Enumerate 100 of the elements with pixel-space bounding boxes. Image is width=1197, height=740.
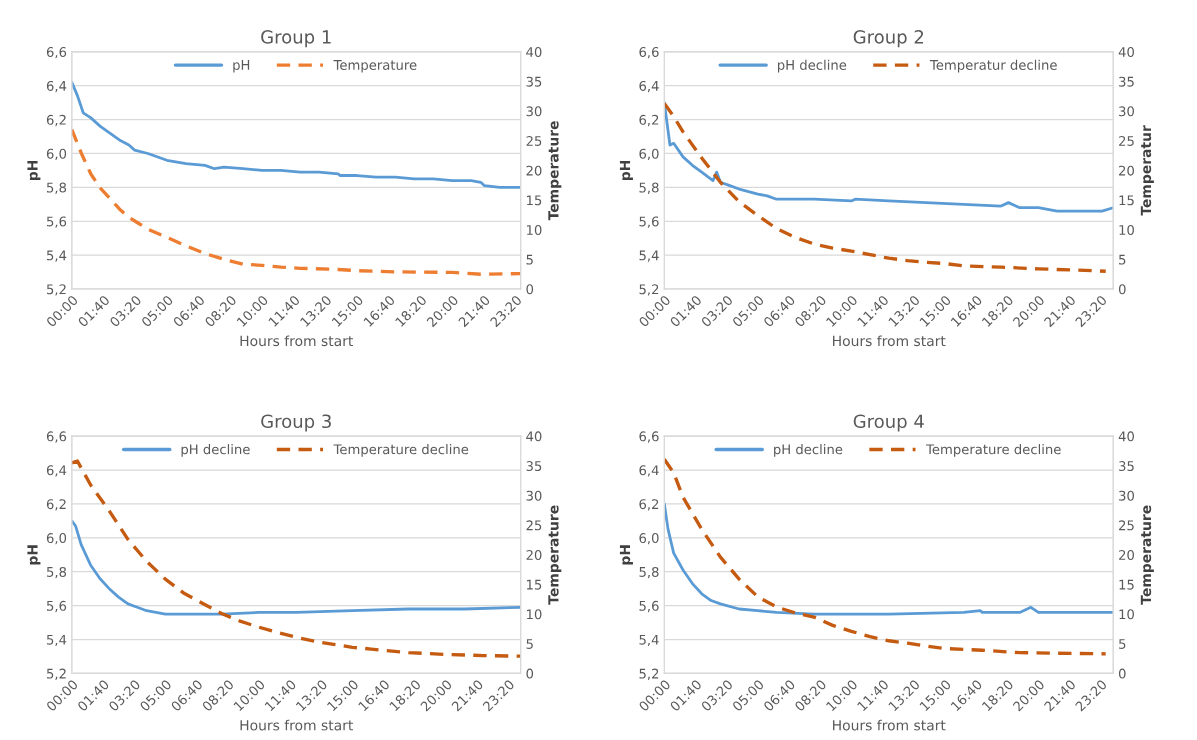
y-tick-label: 5,4 bbox=[639, 250, 659, 262]
y2-tick-label: 25 bbox=[526, 520, 542, 531]
x-axis-title: Hours from start bbox=[833, 719, 946, 731]
y2-tick-label: 0 bbox=[1118, 284, 1126, 295]
line-series bbox=[71, 459, 521, 658]
y-tick-label: 6,0 bbox=[46, 533, 67, 545]
y2-tick-label: 35 bbox=[1119, 76, 1134, 87]
y2-tick-label: 30 bbox=[526, 490, 542, 501]
y-tick-label: 5,6 bbox=[46, 600, 67, 613]
legend-label: Temperatur decline bbox=[929, 59, 1057, 73]
y2-tick-label: 15 bbox=[1119, 579, 1134, 590]
y2-tick-label: 30 bbox=[1119, 106, 1134, 117]
legend-label: pH bbox=[233, 60, 250, 73]
x-axis-title: Hours from start bbox=[240, 719, 354, 731]
y-tick-label: 6,4 bbox=[639, 465, 659, 477]
line-series bbox=[71, 80, 521, 189]
y-tick-label: 6,2 bbox=[639, 114, 659, 127]
chart-title: Group 1 bbox=[261, 30, 331, 48]
y-tick-label: 5,4 bbox=[639, 634, 659, 647]
y-tick-label: 6,4 bbox=[639, 80, 659, 93]
x-axis-title: Hours from start bbox=[240, 335, 354, 347]
line-series bbox=[71, 519, 521, 616]
y-tick-label: 5,2 bbox=[639, 668, 659, 680]
legend-label: pH decline bbox=[778, 59, 847, 73]
y2-axis-title: Temperature bbox=[548, 121, 562, 221]
y2-tick-label: 25 bbox=[1119, 135, 1134, 146]
line-series bbox=[664, 502, 1114, 616]
y-tick-label: 5,8 bbox=[639, 566, 659, 579]
y2-axis-title: Temperature bbox=[1140, 505, 1154, 605]
line-series bbox=[664, 101, 1108, 273]
chart-title: Group 4 bbox=[853, 414, 924, 432]
y2-tick-label: 0 bbox=[526, 284, 534, 295]
y-tick-label: 6,6 bbox=[46, 47, 67, 59]
y2-tick-label: 10 bbox=[527, 609, 542, 620]
y-tick-label: 5,8 bbox=[46, 566, 67, 579]
y-tick-label: 5,2 bbox=[46, 668, 66, 680]
y2-axis-title: Temperature bbox=[548, 505, 562, 605]
y2-tick-label: 40 bbox=[1118, 47, 1134, 57]
x-axis-title: Hours from start bbox=[833, 335, 946, 347]
y-axis-title: pH bbox=[619, 160, 633, 181]
y-tick-label: 6,2 bbox=[46, 114, 66, 127]
y2-tick-label: 35 bbox=[526, 76, 542, 87]
y2-tick-label: 40 bbox=[526, 47, 542, 57]
y-axis-title: pH bbox=[27, 160, 41, 181]
y2-tick-label: 25 bbox=[526, 135, 542, 146]
y-tick-label: 6,4 bbox=[46, 465, 67, 477]
line-series bbox=[71, 127, 521, 276]
y2-tick-label: 10 bbox=[527, 224, 542, 235]
legend-label: Temperature decline bbox=[333, 444, 469, 457]
y2-tick-label: 5 bbox=[1119, 254, 1126, 265]
y2-tick-label: 10 bbox=[1119, 224, 1134, 235]
y2-tick-label: 35 bbox=[526, 461, 542, 472]
y2-tick-label: 40 bbox=[526, 431, 542, 442]
y-tick-label: 6,2 bbox=[639, 499, 659, 511]
y2-tick-label: 15 bbox=[527, 195, 542, 206]
y2-tick-label: 30 bbox=[526, 106, 542, 117]
y-tick-label: 6,4 bbox=[46, 80, 67, 93]
y2-tick-label: 20 bbox=[526, 549, 542, 560]
y-tick-label: 5,6 bbox=[639, 600, 659, 613]
y2-tick-label: 0 bbox=[1118, 668, 1126, 679]
y-tick-label: 6,2 bbox=[46, 499, 66, 511]
y-tick-label: 6,0 bbox=[46, 148, 67, 161]
line-series bbox=[664, 101, 1114, 213]
legend-label: Temperature decline bbox=[926, 444, 1061, 457]
legend-label: pH decline bbox=[774, 444, 843, 457]
y-tick-label: 6,6 bbox=[639, 47, 659, 59]
y2-tick-label: 0 bbox=[526, 668, 534, 679]
y2-tick-label: 15 bbox=[1119, 195, 1134, 206]
y2-tick-label: 5 bbox=[1119, 639, 1126, 649]
chart-title: Group 3 bbox=[261, 414, 331, 432]
y-tick-label: 5,2 bbox=[46, 284, 66, 296]
legend-label: pH decline bbox=[181, 444, 250, 457]
y-tick-label: 6,6 bbox=[46, 431, 67, 443]
y2-tick-label: 20 bbox=[526, 165, 542, 176]
y-tick-label: 6,0 bbox=[639, 533, 659, 545]
legend-label: Temperature bbox=[333, 60, 417, 73]
y-tick-label: 6,6 bbox=[639, 431, 659, 443]
y2-tick-label: 20 bbox=[1119, 549, 1134, 560]
y-tick-label: 5,6 bbox=[639, 216, 659, 228]
y-tick-label: 5,8 bbox=[639, 182, 659, 194]
y2-tick-label: 20 bbox=[1119, 165, 1134, 176]
y2-tick-label: 5 bbox=[526, 639, 533, 649]
chart-title: Group 2 bbox=[853, 30, 924, 48]
y2-tick-label: 5 bbox=[526, 254, 533, 265]
y-tick-label: 5,4 bbox=[46, 250, 67, 262]
y2-tick-label: 40 bbox=[1118, 431, 1134, 442]
line-series bbox=[664, 457, 1108, 656]
y-tick-label: 5,6 bbox=[46, 216, 67, 228]
y2-axis-title: Temperatur bbox=[1140, 125, 1154, 216]
y-axis-title: pH bbox=[27, 545, 41, 565]
y-tick-label: 6,0 bbox=[639, 148, 659, 161]
y-axis-title: pH bbox=[619, 545, 633, 565]
y-tick-label: 5,2 bbox=[639, 284, 659, 296]
y2-tick-label: 10 bbox=[1119, 609, 1134, 620]
y-tick-label: 5,4 bbox=[46, 634, 67, 647]
y-tick-label: 5,8 bbox=[46, 182, 67, 194]
y2-tick-label: 35 bbox=[1119, 461, 1134, 472]
y2-tick-label: 30 bbox=[1119, 490, 1134, 501]
y2-tick-label: 15 bbox=[527, 579, 542, 590]
y2-tick-label: 25 bbox=[1119, 520, 1134, 531]
